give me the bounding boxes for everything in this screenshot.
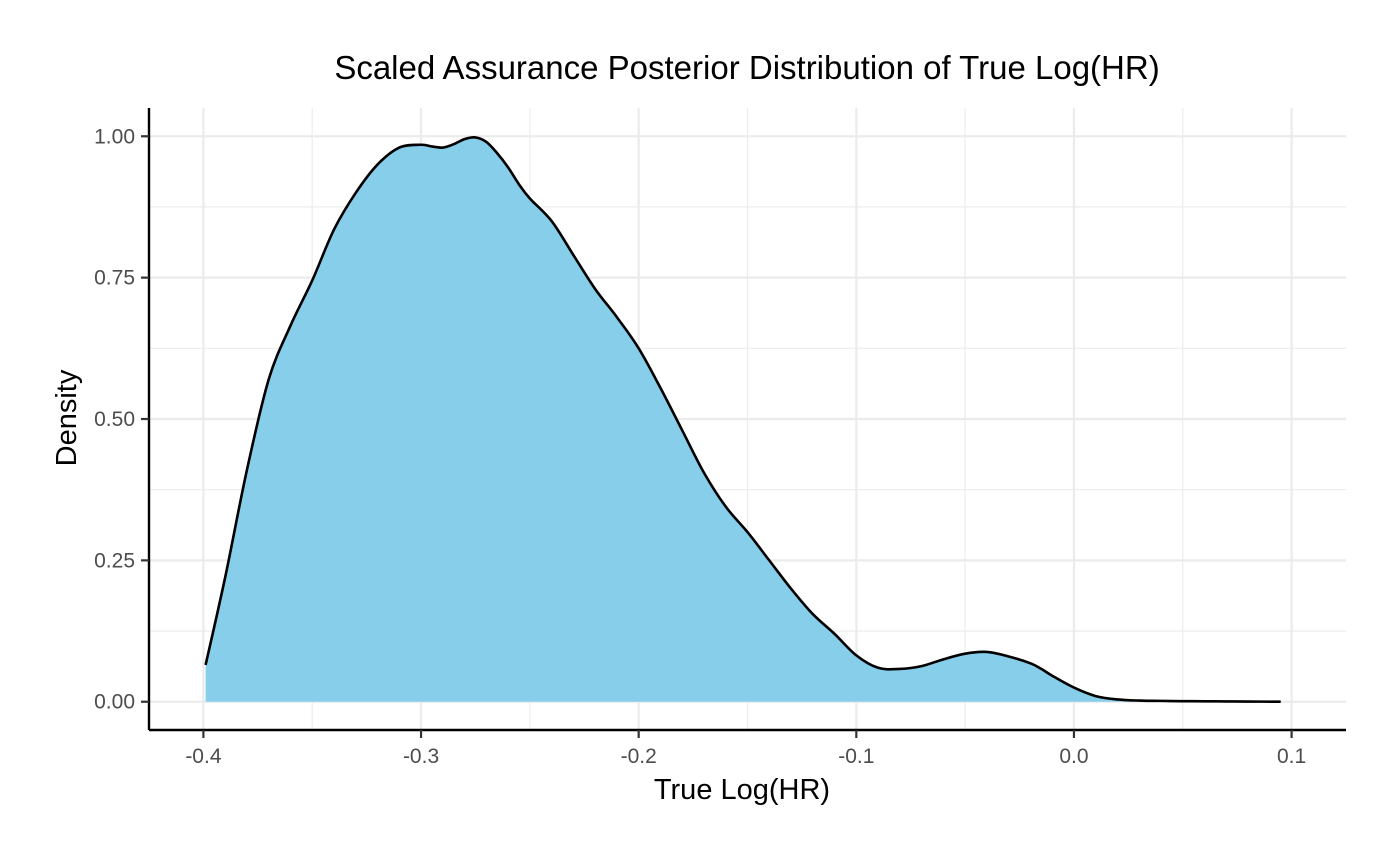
y-tick-label: 0.75: [94, 267, 135, 290]
y-tick-label: 1.00: [94, 125, 135, 148]
y-tick-label: 0.00: [94, 691, 135, 714]
y-axis-title: Density: [51, 369, 83, 466]
density-area: [205, 137, 1281, 702]
x-tick-label: 0.1: [1277, 745, 1306, 768]
chart-title: Scaled Assurance Posterior Distribution …: [334, 49, 1159, 86]
x-tick-label: -0.4: [185, 745, 222, 768]
axes: [141, 108, 1346, 738]
y-tick-label: 0.50: [94, 408, 135, 431]
x-tick-label: -0.2: [621, 745, 657, 768]
x-tick-label: -0.3: [403, 745, 439, 768]
x-tick-label: -0.1: [838, 745, 874, 768]
y-tick-label: 0.25: [94, 549, 135, 572]
x-axis-title: True Log(HR): [654, 774, 830, 806]
tick-labels: -0.4 -0.3 -0.2 -0.1 0.0 0.1 0.00 0.25 0.50 0.75 1.…: [94, 125, 1306, 768]
density-area-layer: [204, 135, 1281, 704]
density-line: [204, 135, 1281, 704]
x-tick-label: 0.0: [1059, 745, 1088, 768]
